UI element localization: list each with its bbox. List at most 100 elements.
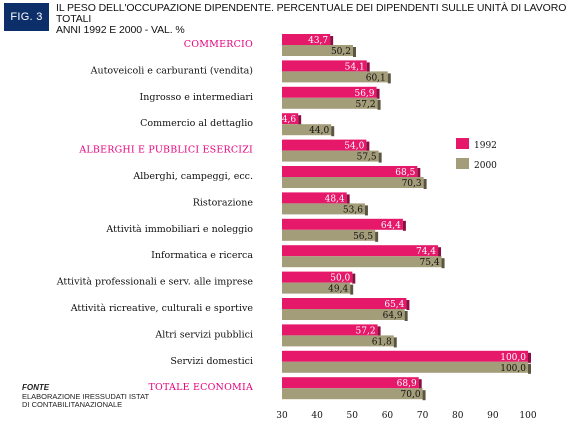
bar-shadow-2000-totale-economia [422, 390, 426, 401]
category-label-ingrosso-e-intermediari: Ingrosso e intermediari [140, 92, 253, 103]
bar-2000-altri-servizi-pubblici [282, 335, 394, 347]
data-label-1992-altri-servizi-pubblici: 57,2 [356, 326, 376, 336]
source-line-2: DI CONTABILITANAZIONALE [22, 400, 123, 409]
chart-title: IL PESO DELL'OCCUPAZIONE DIPENDENTE. PER… [56, 2, 567, 25]
category-label-altri-servizi-pubblici: Altri servizi pubblici [154, 329, 253, 340]
bar-shadow-1992-alberghi-campeggi-ecc [417, 168, 421, 178]
source-head: FONTE [22, 383, 50, 392]
bar-2000-attivita-ricreative-culturali-e-sportive [282, 309, 405, 320]
bar-shadow-2000-ristorazione [364, 205, 368, 216]
bar-shadow-2000-ingrosso-e-intermediari [377, 99, 381, 110]
x-tick-90: 90 [487, 411, 499, 421]
category-label-totale-economia: TOTALE ECONOMIA [149, 382, 254, 393]
x-tick-50: 50 [347, 411, 359, 421]
category-label-ristorazione: Ristorazione [193, 197, 254, 208]
bar-shadow-2000-informatica-e-ricerca [441, 258, 445, 269]
data-label-1992-attivita-professionali-e-serv-alle-imprese: 50,0 [330, 274, 350, 284]
category-label-servizi-domestici: Servizi domestici [170, 356, 253, 367]
bar-1992-informatica-e-ricerca [282, 245, 439, 257]
x-tick-30: 30 [276, 411, 288, 421]
data-label-1992-autoveicoli-e-carburanti-vendita: 54,1 [345, 62, 365, 72]
bar-shadow-1992-attivita-ricreative-culturali-e-sportive [406, 300, 410, 310]
data-label-2000-informatica-e-ricerca: 75,4 [420, 258, 440, 268]
bar-shadow-2000-alberghi-campeggi-ecc [423, 179, 427, 189]
legend-swatch-2000 [456, 158, 469, 169]
bar-1992-attivita-ricreative-culturali-e-sportive [282, 298, 407, 309]
bar-shadow-2000-commercio-al-dettaglio [331, 126, 335, 137]
bar-shadow-2000-commercio [352, 47, 356, 57]
legend-swatch-1992 [456, 138, 469, 149]
data-label-1992-informatica-e-ricerca: 74,4 [416, 247, 436, 257]
bar-2000-totale-economia [282, 388, 423, 400]
category-label-alberghi-e-pubblici-esercizi: ALBERGHI E PUBBLICI ESERCIZI [78, 145, 253, 156]
bar-shadow-1992-autoveicoli-e-carburanti-vendita [366, 62, 370, 73]
category-label-attivita-ricreative-culturali-e-sportive: Attività ricreative, culturali e sportiv… [70, 303, 254, 314]
data-label-2000-commercio-al-dettaglio: 44,0 [309, 126, 329, 136]
bar-1992-autoveicoli-e-carburanti-vendita [282, 60, 367, 72]
data-label-1992-totale-economia: 68,9 [397, 379, 417, 389]
bar-1992-alberghi-campeggi-ecc [282, 166, 418, 177]
data-label-1992-alberghi-e-pubblici-esercizi: 54,0 [344, 142, 364, 152]
category-label-alberghi-campeggi-ecc: Alberghi, campeggi, ecc. [132, 171, 253, 182]
bar-shadow-2000-attivita-immobiliari-e-noleggio [375, 231, 379, 242]
legend-label-2000: 2000 [474, 161, 497, 171]
x-tick-40: 40 [311, 411, 323, 421]
bar-shadow-2000-attivita-professionali-e-serv-alle-imprese [350, 284, 354, 295]
bar-shadow-1992-ingrosso-e-intermediari [376, 88, 380, 99]
data-label-2000-alberghi-e-pubblici-esercizi: 57,5 [357, 153, 377, 163]
category-label-attivita-professionali-e-serv-alle-imprese: Attività professionali e serv. alle impr… [56, 277, 254, 288]
bar-shadow-1992-totale-economia [418, 379, 422, 390]
bar-2000-commercio [282, 45, 353, 56]
bar-2000-attivita-immobiliari-e-noleggio [282, 229, 376, 241]
chart-subtitle: ANNI 1992 E 2000 - VAL. % [56, 24, 185, 36]
category-label-commercio-al-dettaglio: Commercio al dettaglio [140, 118, 253, 129]
data-label-1992-servizi-domestici: 100,0 [500, 353, 526, 363]
data-label-1992-ingrosso-e-intermediari: 56,9 [354, 89, 374, 99]
bar-2000-servizi-domestici [282, 361, 528, 373]
bar-2000-informatica-e-ricerca [282, 256, 442, 268]
bar-shadow-2000-autoveicoli-e-carburanti-vendita [387, 73, 391, 84]
data-label-1992-commercio-al-dettaglio: 34,6 [276, 115, 296, 125]
bar-1992-ristorazione [282, 192, 347, 204]
bar-shadow-1992-attivita-immobiliari-e-noleggio [402, 220, 406, 231]
source-note: FONTE ELABORAZIONE IRESSUDATI ISTAT DI C… [22, 383, 150, 410]
chart-title-block: IL PESO DELL'OCCUPAZIONE DIPENDENTE. PER… [56, 3, 576, 36]
bar-2000-ristorazione [282, 203, 365, 215]
data-label-2000-autoveicoli-e-carburanti-vendita: 60,1 [366, 73, 386, 83]
data-label-1992-attivita-immobiliari-e-noleggio: 64,4 [381, 221, 401, 231]
data-label-1992-attivita-ricreative-culturali-e-sportive: 65,4 [384, 300, 404, 310]
bar-shadow-1992-informatica-e-ricerca [438, 247, 442, 258]
category-label-attivita-immobiliari-e-noleggio: Attività immobiliari e noleggio [105, 224, 253, 235]
data-label-2000-attivita-immobiliari-e-noleggio: 56,5 [353, 232, 373, 242]
bar-2000-alberghi-e-pubblici-esercizi [282, 150, 379, 162]
source-line-1: ELABORAZIONE IRESSUDATI ISTAT [22, 391, 150, 401]
bar-shadow-1992-commercio [330, 36, 334, 46]
bar-1992-servizi-domestici [282, 350, 528, 362]
data-label-2000-attivita-ricreative-culturali-e-sportive: 64,9 [383, 311, 403, 321]
x-tick-60: 60 [382, 411, 394, 421]
bar-shadow-1992-altri-servizi-pubblici [377, 326, 381, 337]
data-label-2000-ristorazione: 53,6 [343, 205, 363, 215]
bar-shadow-1992-commercio-al-dettaglio [298, 115, 302, 126]
bar-1992-alberghi-e-pubblici-esercizi [282, 139, 367, 151]
bar-1992-altri-servizi-pubblici [282, 324, 378, 336]
category-label-autoveicoli-e-carburanti-vendita: Autoveicoli e carburanti (vendita) [90, 65, 253, 76]
data-label-2000-ingrosso-e-intermediari: 57,2 [356, 100, 376, 110]
bar-1992-attivita-immobiliari-e-noleggio [282, 218, 403, 230]
data-label-2000-totale-economia: 70,0 [401, 390, 421, 400]
bar-2000-attivita-professionali-e-serv-alle-imprese [282, 282, 351, 294]
bar-2000-alberghi-campeggi-ecc [282, 177, 424, 188]
data-label-1992-ristorazione: 48,4 [325, 194, 345, 204]
data-label-2000-altri-servizi-pubblici: 61,8 [372, 337, 392, 347]
data-label-1992-commercio: 43,7 [308, 36, 328, 46]
data-label-2000-commercio: 50,2 [331, 47, 351, 57]
data-label-1992-alberghi-campeggi-ecc: 68,5 [395, 168, 415, 178]
data-label-2000-attivita-professionali-e-serv-alle-imprese: 49,4 [328, 285, 348, 295]
bar-shadow-1992-servizi-domestici [528, 352, 531, 363]
x-tick-80: 80 [452, 411, 464, 421]
bar-1992-commercio [282, 34, 331, 45]
bar-1992-totale-economia [282, 377, 419, 389]
data-label-2000-servizi-domestici: 100,0 [500, 364, 526, 374]
data-label-2000-alberghi-campeggi-ecc: 70,3 [402, 179, 422, 189]
